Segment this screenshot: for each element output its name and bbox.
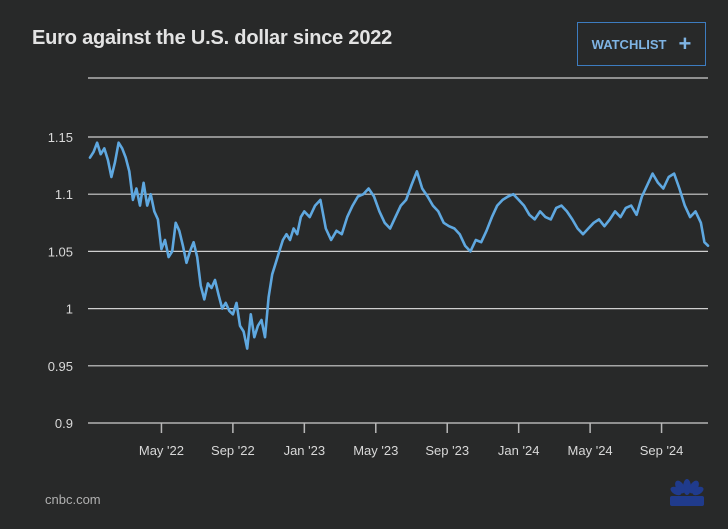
series-group: [88, 141, 710, 350]
watchlist-button[interactable]: WATCHLIST +: [577, 22, 706, 66]
y-tick-label: 0.95: [48, 359, 73, 374]
x-tick-label: Sep '22: [211, 443, 255, 458]
y-tick-label: 1: [66, 302, 73, 317]
series-line-eurusd: [88, 141, 710, 350]
y-gridlines: [88, 136, 708, 424]
x-tick-label: May '23: [353, 443, 398, 458]
cnbc-logo: [670, 479, 704, 506]
x-tick-label: May '24: [568, 443, 613, 458]
y-tick-label: 1.15: [48, 130, 73, 145]
source-label: cnbc.com: [45, 492, 101, 507]
x-tick-label: Sep '24: [640, 443, 684, 458]
x-ticks: May '22 Sep '22 Jan '23 May '23 Sep '23 Jan '…: [139, 423, 684, 458]
plus-icon: +: [678, 31, 692, 56]
y-tick-label: 1.1: [55, 187, 73, 202]
watchlist-label: WATCHLIST: [591, 36, 667, 52]
x-tick-label: Jan '23: [284, 443, 326, 458]
chart-title: Euro against the U.S. dollar since 2022: [32, 27, 393, 49]
x-tick-label: Jan '24: [498, 443, 540, 458]
y-tick-labels: 1.15 1.1 1.05 1 0.95 0.9: [48, 130, 73, 431]
y-tick-label: 0.9: [55, 416, 73, 431]
x-tick-label: May '22: [139, 443, 184, 458]
x-tick-label: Sep '23: [425, 443, 469, 458]
y-tick-label: 1.05: [48, 244, 73, 259]
